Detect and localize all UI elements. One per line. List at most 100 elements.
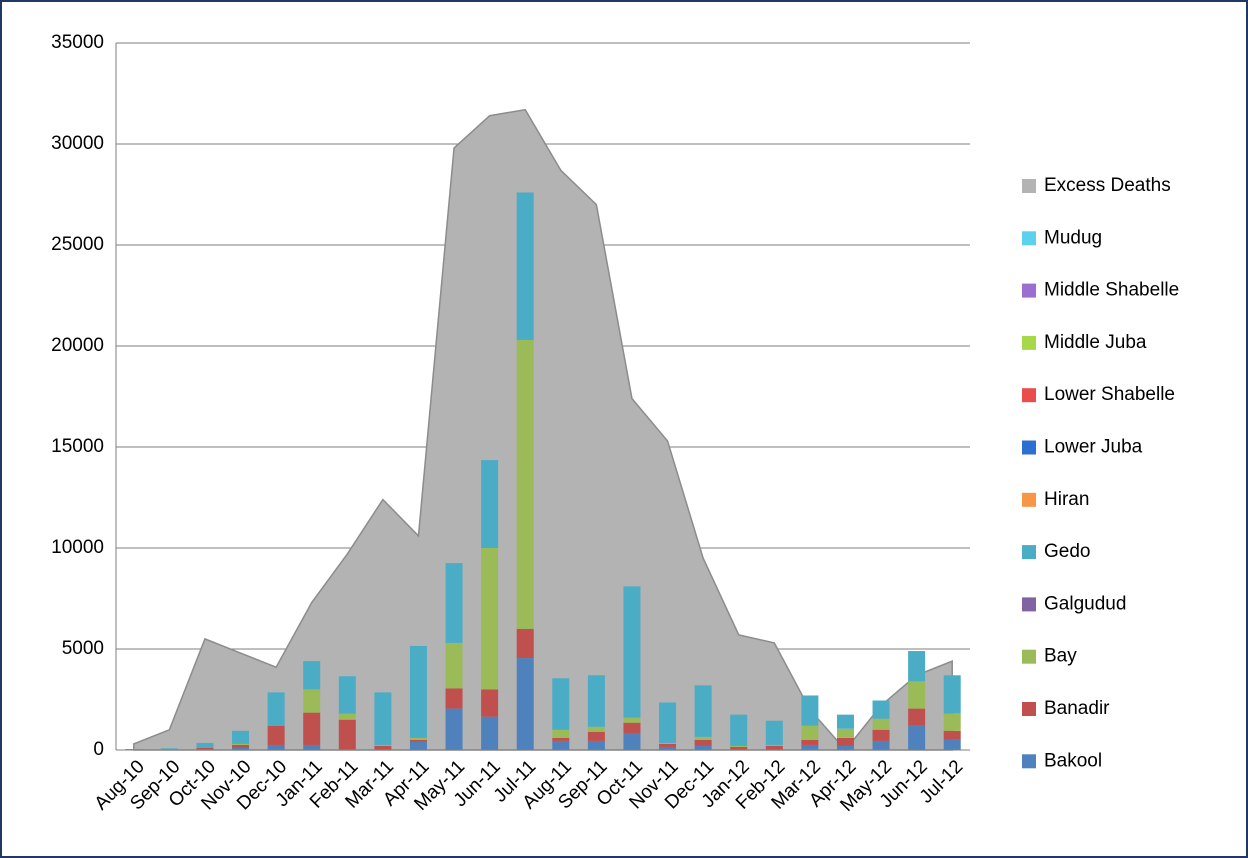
bar-segment [232,747,250,750]
bar-segment [801,744,819,750]
legend-label: Galgudud [1044,593,1126,614]
bar-segment [409,741,427,750]
bar-segment [409,645,427,738]
bar-segment [908,725,926,750]
bar-segment [481,460,499,548]
bar-segment [943,739,961,750]
y-tick-label: 35000 [51,32,104,53]
bar-segment [303,744,321,750]
bar-segment [160,748,178,750]
legend-swatch [1022,335,1036,350]
legend-swatch [1022,388,1036,403]
bar-segment [303,689,321,713]
bar-segment [338,748,356,750]
bar-segment [730,748,748,750]
bar-segment [765,748,783,750]
legend-swatch [1022,754,1036,769]
bar-segment [765,744,783,746]
bar-segment [445,688,463,709]
y-tick-label: 20000 [51,335,104,356]
bar-segment [374,744,392,746]
bar-segment [836,745,854,750]
bar-segment [232,743,250,745]
legend-label: Gedo [1044,541,1090,562]
legend-swatch [1022,702,1036,716]
bar-segment [445,708,463,750]
bar-segment [587,731,605,741]
bar-segment [481,716,499,750]
bar-segment [196,748,214,750]
legend-swatch [1022,231,1036,246]
bar-segment [516,628,534,659]
legend-label: Excess Deaths [1044,175,1171,196]
bar-segment [338,713,356,720]
bar-segment [516,339,534,629]
bar-segment [801,695,819,726]
bar-segment [694,736,712,740]
bar-segment [836,714,854,729]
bar-segment [872,700,890,719]
bar-segment [908,708,926,726]
bar-segment [374,745,392,749]
legend-label: Hiran [1044,489,1089,510]
bar-segment [694,745,712,750]
bar-segment [516,192,534,340]
bar-segment [587,726,605,732]
bar-segment [552,740,570,750]
bar-segment [765,720,783,745]
bar-segment [445,563,463,643]
bar-segment [587,740,605,750]
bar-segment [943,675,961,714]
y-tick-label: 0 [93,739,104,760]
bar-segment [196,742,214,748]
legend-label: Bay [1044,646,1077,667]
bar-segment [125,748,143,750]
bar-segment [267,725,285,745]
bar-segment [303,661,321,690]
bar-segment [659,742,677,744]
bar-segment [303,712,321,745]
bar-segment [730,714,748,746]
legend-swatch [1022,283,1036,298]
bar-segment [267,692,285,726]
bar-segment [587,675,605,727]
y-tick-label: 25000 [51,234,104,255]
bar-segment [908,681,926,709]
bar-segment [267,744,285,750]
legend-label: Lower Juba [1044,437,1143,458]
bar-segment [872,740,890,750]
bar-segment [409,737,427,740]
legend-swatch [1022,179,1036,193]
bar-segment [836,737,854,746]
bar-segment [409,739,427,742]
bar-segment [730,745,748,747]
y-tick-label: 5000 [62,638,104,659]
bar-segment [374,692,392,745]
bar-segment [836,728,854,738]
bar-segment [338,719,356,749]
legend-label: Lower Shabelle [1044,384,1175,405]
bar-segment [552,678,570,730]
bar-segment [623,717,641,723]
bar-segment [516,658,534,750]
y-tick-label: 10000 [51,537,104,558]
bar-segment [872,718,890,730]
legend-swatch [1022,597,1036,612]
bar-segment [801,725,819,740]
legend-swatch [1022,545,1036,560]
bar-segment [623,733,641,750]
bar-segment [623,586,641,718]
bar-segment [232,744,250,748]
bar-segment [481,689,499,717]
bar-segment [374,748,392,750]
bar-segment [872,729,890,741]
legend-label: Mudug [1044,227,1102,248]
legend-swatch [1022,492,1036,507]
bar-segment [943,730,961,740]
legend-swatch [1022,649,1036,664]
y-tick-label: 30000 [51,133,104,154]
legend-label: Middle Shabelle [1044,280,1179,301]
bar-segment [801,739,819,745]
legend-label: Middle Juba [1044,332,1147,353]
